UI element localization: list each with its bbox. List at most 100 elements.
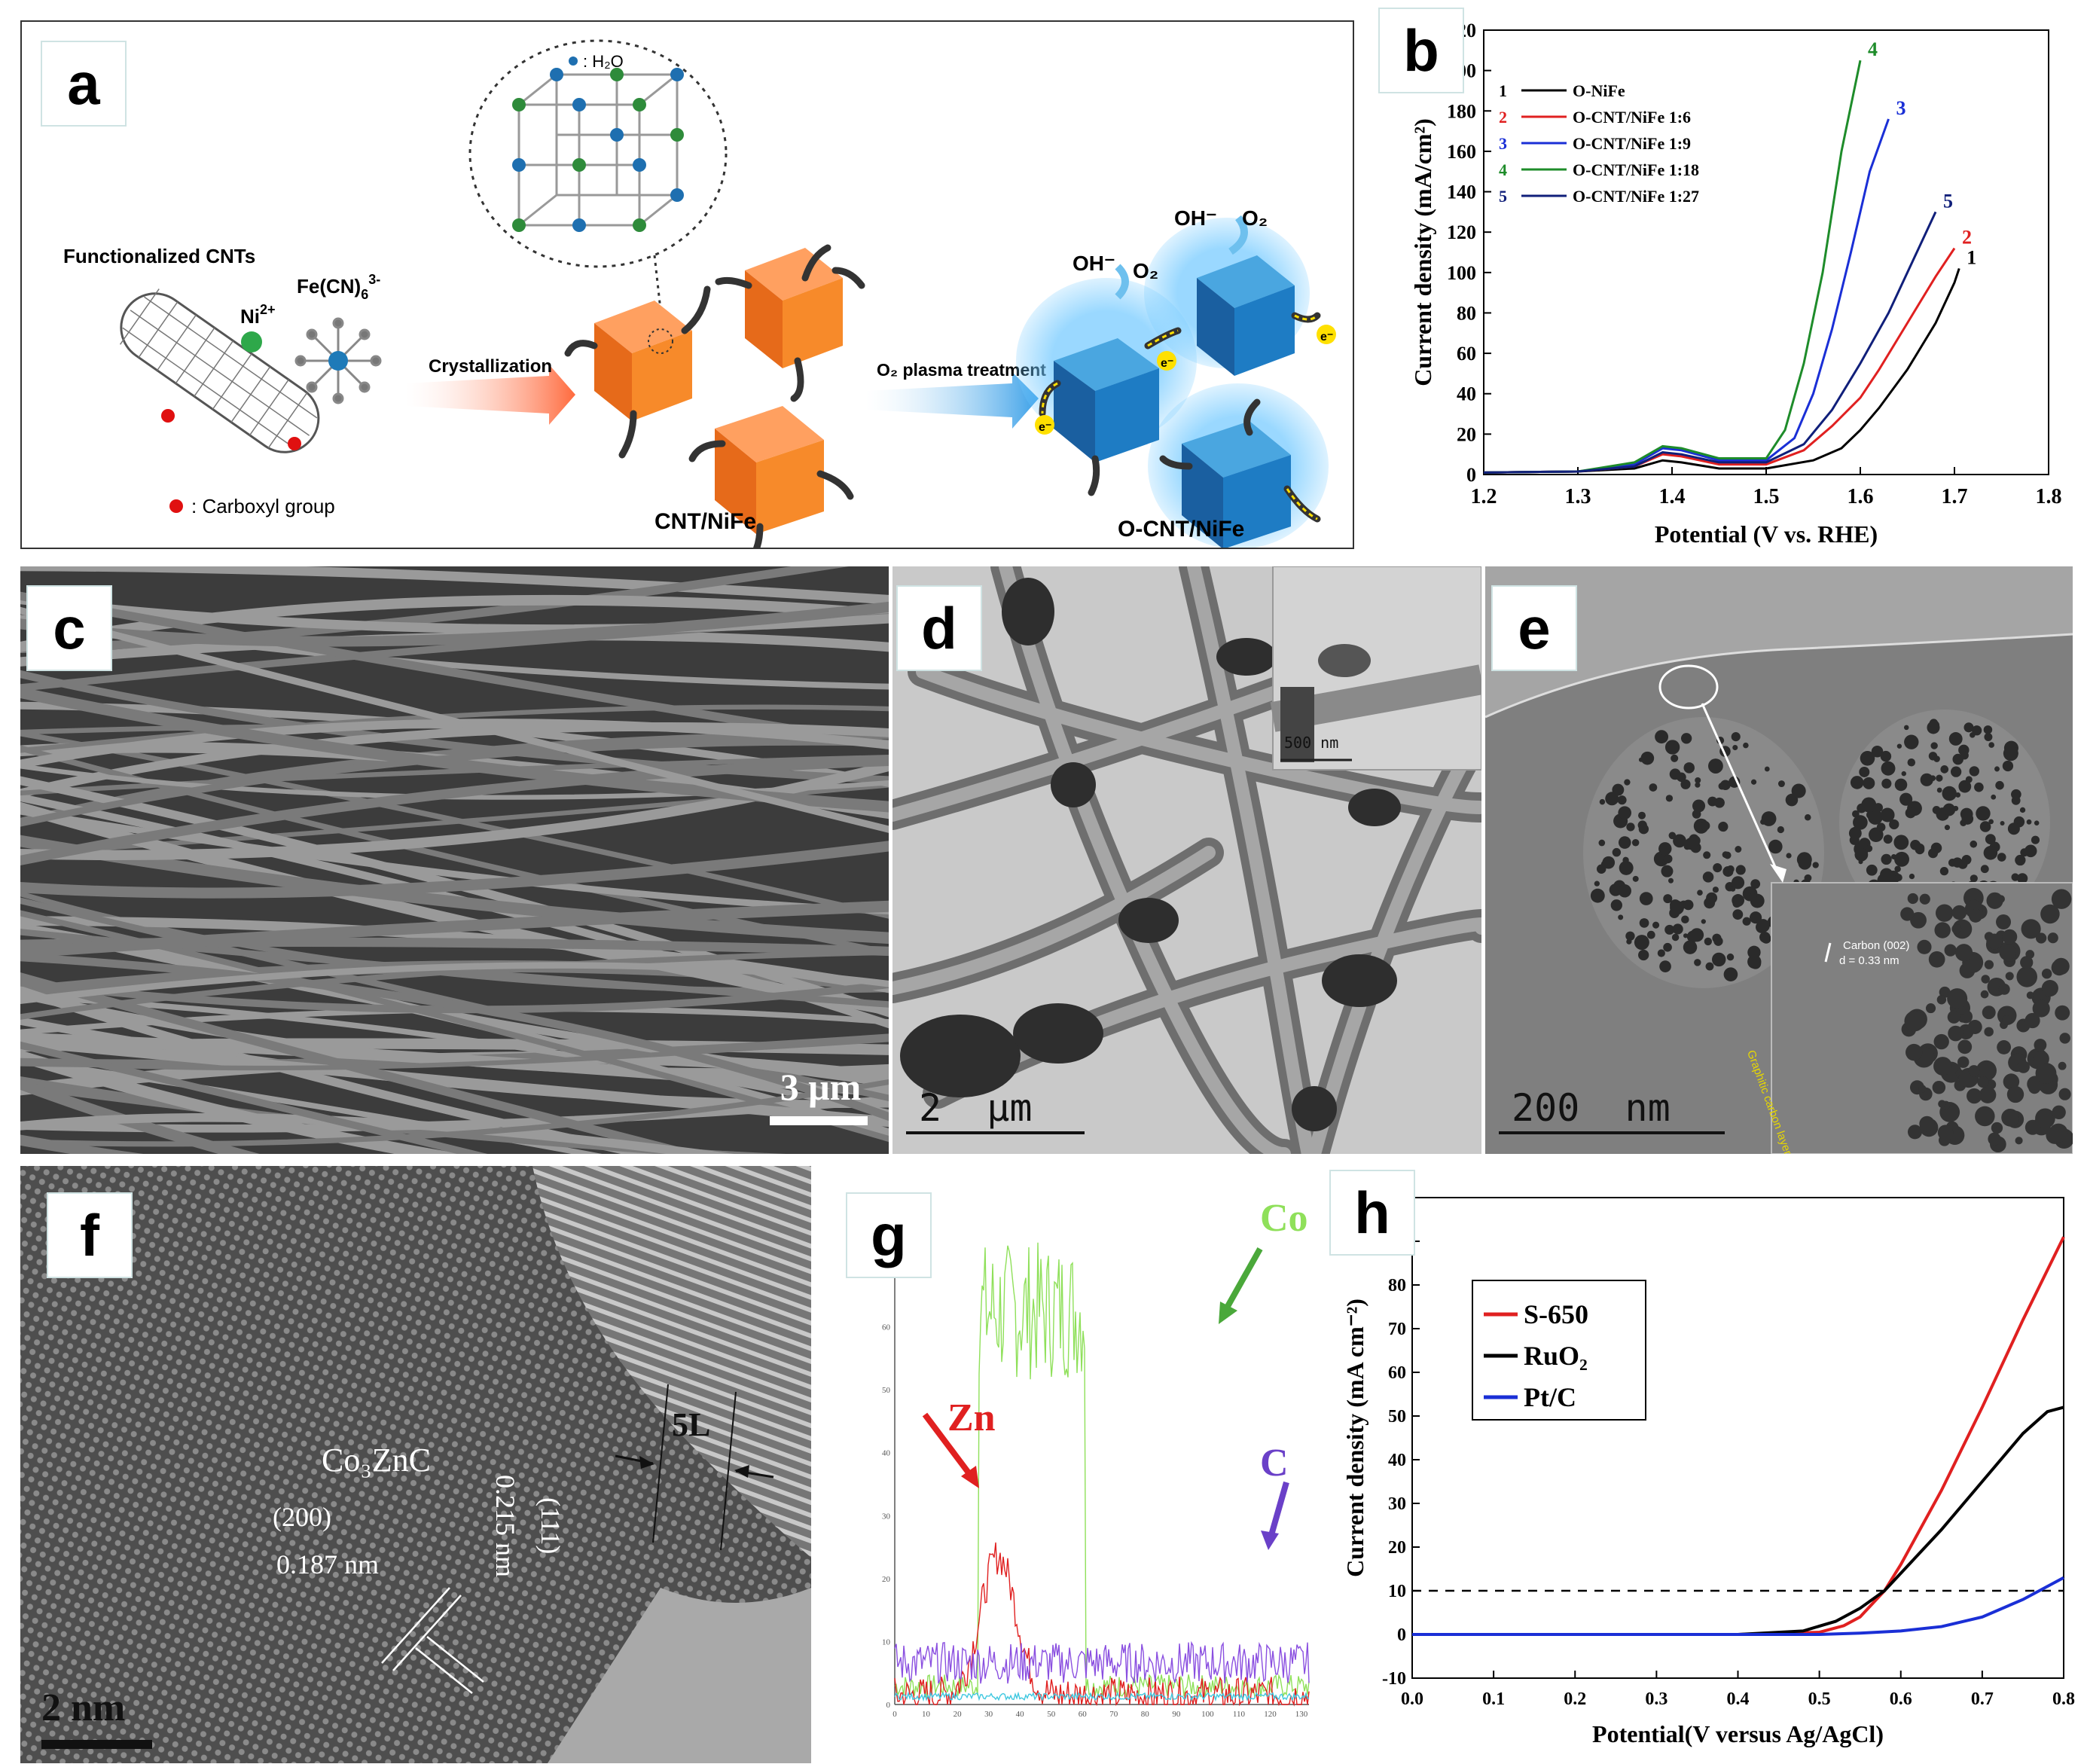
tem-inset-scale-label: 500 nm <box>1284 734 1339 752</box>
sem-scale-label: 3 μm <box>780 1066 862 1108</box>
series-line-2 <box>1483 247 1956 474</box>
cnt-tube-icon <box>119 288 320 453</box>
y-tick-label: 50 <box>882 1386 891 1395</box>
tem-tubes <box>892 566 1481 1154</box>
panel-label-a: a <box>41 41 127 127</box>
x-tick-label: 0.2 <box>1564 1689 1586 1709</box>
y-tick-label: 80 <box>1388 1276 1406 1296</box>
plot-frame <box>1483 29 2049 475</box>
spacing-0187-label: 0.187 nm <box>276 1549 380 1579</box>
x-tick-label: 1.5 <box>1753 485 1780 508</box>
d-spacing-label: d = 0.33 nm <box>1839 954 1899 967</box>
panel-f-lattice-image: f Co₃ZnC (200) 0.187 nm 0.215 nm (111) 5… <box>20 1166 811 1763</box>
y-tick-label: 140 <box>1447 182 1476 203</box>
plasma-arrow-icon <box>865 372 1039 429</box>
hrtem-scale-label: 200 nm <box>1512 1086 1671 1130</box>
x-tick-label: 60 <box>1079 1710 1088 1719</box>
x-tick-label: 1.3 <box>1565 485 1591 508</box>
x-tick-label: 80 <box>1141 1710 1150 1719</box>
x-tick-label: 0.6 <box>1890 1689 1912 1709</box>
y-tick-label: 10 <box>882 1637 891 1647</box>
y-tick-label: 40 <box>1457 383 1476 405</box>
legend-number-1: 1 <box>1499 81 1507 100</box>
sem-fibers <box>20 566 889 1154</box>
legend-label-1: RuO₂ <box>1524 1341 1588 1371</box>
lsv-chart-h: 0.0 0.1 0.2 0.3 0.4 0.5 0.6 0.7 0.8 -10 0 10 20 30 40 5… <box>1341 1189 2075 1747</box>
x-tick-label: 0.4 <box>1727 1689 1750 1709</box>
series-end-label-4: 4 <box>1868 38 1878 60</box>
o-cnt-nife-cubes: e⁻ e⁻ e⁻ <box>1016 215 1336 548</box>
y-tick-label: 50 <box>1388 1407 1406 1427</box>
panel-c-sem-image: c 3 μm <box>20 566 889 1154</box>
series-line-2 <box>1412 1576 2064 1636</box>
plane-200-label: (200) <box>273 1502 331 1532</box>
water-legend-dot <box>569 56 578 66</box>
panel-a-schematic: : Carboxyl group Functionalized CNTs Ni2… <box>20 20 1354 549</box>
legend-label-2: O-CNT/NiFe 1:6 <box>1573 108 1691 127</box>
legend-label-5: O-CNT/NiFe 1:27 <box>1573 187 1699 206</box>
y-tick-label: 30 <box>882 1512 891 1521</box>
fecn-label: Fe(CN)63- <box>297 272 380 302</box>
co-label: Co <box>1260 1197 1308 1240</box>
y-tick-label: 160 <box>1447 141 1476 163</box>
c-label: C <box>1260 1442 1289 1485</box>
x-tick-label: 1.2 <box>1471 485 1497 508</box>
cnts-title: Functionalized CNTs <box>63 245 255 267</box>
y-tick-label: 80 <box>1457 302 1476 324</box>
x-axis-label: Potential(V versus Ag/AgCl) <box>1592 1720 1884 1747</box>
ni-ion-icon <box>241 331 262 352</box>
oh-label: OH⁻ <box>1174 206 1217 230</box>
panel-label-e: e <box>1491 585 1577 671</box>
x-tick-label: 0 <box>892 1710 897 1719</box>
y-tick-label: 100 <box>1447 262 1476 284</box>
y-tick-label: 120 <box>1447 221 1476 243</box>
zn-arrow-icon <box>922 1412 973 1477</box>
o2-label: O₂ <box>1133 259 1158 282</box>
x-tick-label: 70 <box>1109 1710 1118 1719</box>
water-legend-label: : H₂O <box>583 52 624 71</box>
legend-label-4: O-CNT/NiFe 1:18 <box>1573 160 1699 179</box>
legend-label-1: O-NiFe <box>1573 81 1625 100</box>
x-tick-label: 10 <box>922 1710 931 1719</box>
carboxyl-dot <box>161 409 175 423</box>
y-tick-label: 0 <box>1397 1625 1406 1645</box>
electron-label: e⁻ <box>1039 421 1051 434</box>
series-end-label-5: 5 <box>1943 190 1953 212</box>
co-trace <box>894 1242 1310 1698</box>
panel-label-b: b <box>1378 8 1464 93</box>
zn-label: Zn <box>947 1396 996 1439</box>
x-tick-label: 120 <box>1264 1710 1277 1719</box>
phase-label: Co₃ZnC <box>322 1442 431 1479</box>
y-tick-label: 40 <box>1388 1451 1406 1470</box>
y-tick-label: 40 <box>882 1449 891 1458</box>
y-tick-label: 20 <box>1388 1538 1406 1558</box>
panel-label-d: d <box>896 585 982 671</box>
zn-arrowhead <box>961 1466 979 1488</box>
zn-trace <box>894 1542 1310 1707</box>
c-trace <box>894 1640 1310 1684</box>
legend-label-0: S-650 <box>1524 1299 1588 1329</box>
x-tick-label: 90 <box>1172 1710 1181 1719</box>
hrtem-particles <box>1485 566 2073 1154</box>
series-line-3 <box>1483 118 1890 474</box>
panel-label-g: g <box>846 1192 932 1278</box>
x-tick-label: 30 <box>984 1710 993 1719</box>
lattice-fringes <box>20 1166 811 1763</box>
panel-label-c: c <box>26 585 112 671</box>
x-tick-label: 20 <box>954 1710 963 1719</box>
series-end-label-3: 3 <box>1896 97 1906 119</box>
x-tick-label: 1.7 <box>1942 485 1968 508</box>
legend-number-2: 2 <box>1499 108 1507 127</box>
y-tick-label: 60 <box>882 1323 891 1332</box>
x-tick-label: 0.8 <box>2052 1689 2075 1709</box>
series-line-1 <box>1412 1405 2064 1636</box>
y-tick-label: 20 <box>1457 423 1476 445</box>
panel-b-chart: 1.2 1.3 1.4 1.5 1.6 1.7 1.8 0 20 40 60 80 100 120 140 1… <box>1378 8 2079 550</box>
spacing-0215-label: 0.215 nm <box>490 1475 520 1578</box>
layers-label: 5L <box>672 1406 711 1443</box>
x-tick-label: 0.5 <box>1808 1689 1831 1709</box>
x-tick-label: 110 <box>1233 1710 1246 1719</box>
y-tick-label: 60 <box>1457 343 1476 365</box>
x-tick-label: 0.7 <box>1971 1689 1994 1709</box>
o2-label: O₂ <box>1242 206 1268 230</box>
